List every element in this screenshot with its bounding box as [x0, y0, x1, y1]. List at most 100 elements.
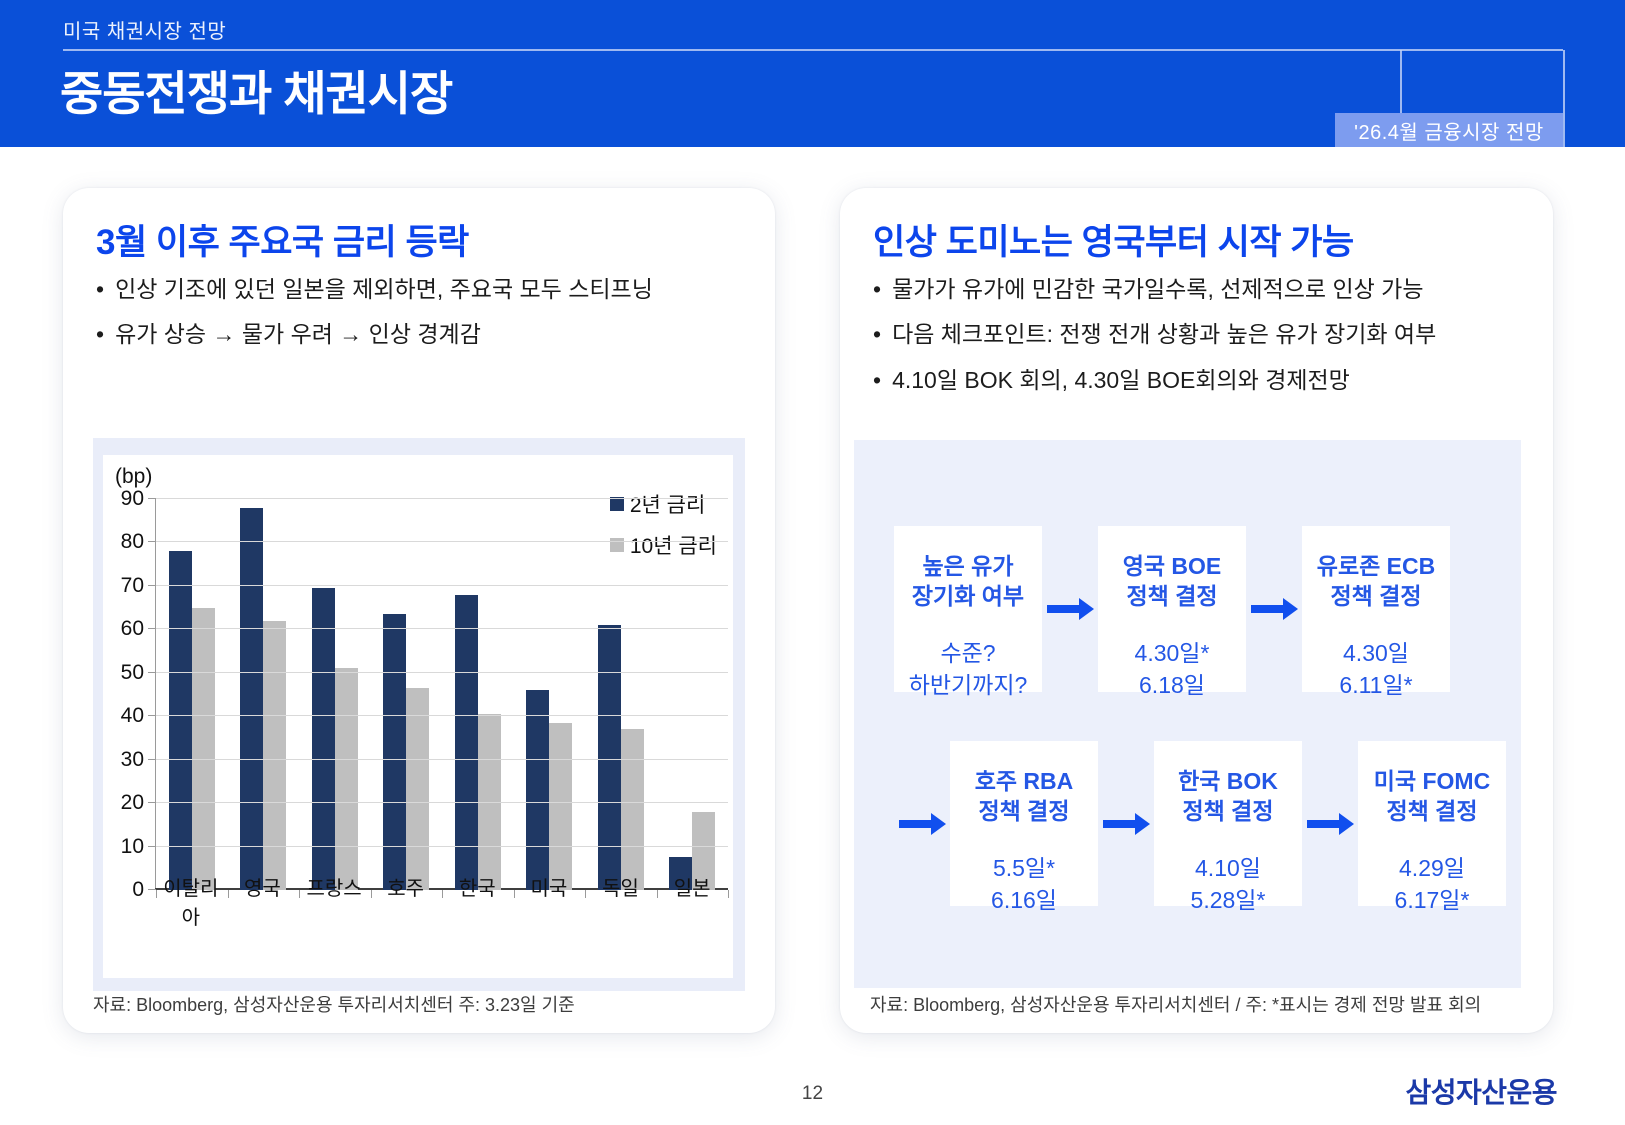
arrow-right-icon — [1306, 812, 1354, 835]
header-badge: '26.4월 금융시장 전망 — [1335, 113, 1563, 147]
y-tick-mark — [148, 889, 156, 890]
flow-box-title-line: 장기화 여부 — [911, 583, 1025, 610]
chart-bar — [311, 588, 335, 890]
y-tick-label: 90 — [120, 487, 144, 510]
bar-group — [299, 499, 371, 890]
gridline — [156, 758, 728, 760]
legend-label: 2년 금리 — [629, 494, 706, 517]
flow-box-title: 미국 FOMC 정책 결정 — [1374, 766, 1490, 827]
flow-box-dates: 4.29일 6.17일* — [1395, 852, 1470, 917]
y-tick-label: 10 — [120, 834, 144, 858]
flow-box: 영국 BOE 정책 결정 4.30일* 6.18일 — [1098, 526, 1246, 698]
bullet-text: 4.10일 BOK 회의, 4.30일 BOE회의와 경제전망 — [892, 366, 1350, 393]
flow-box-date-line: 5.28일* — [1190, 887, 1266, 914]
y-tick-mark — [148, 802, 156, 804]
chart-bar — [597, 625, 621, 890]
flow-box-title-line: 한국 BOK — [1178, 768, 1278, 794]
right-panel-title: 인상 도미노는 영국부터 시작 가능 — [873, 223, 1354, 262]
chart-bar — [620, 729, 644, 890]
flow-box-dates: 4.30일* 6.18일 — [1135, 637, 1210, 702]
flow-box-dates: 수준? 하반기까지? — [909, 637, 1028, 702]
y-tick-mark — [148, 541, 156, 543]
flow-box-title-line: 정책 결정 — [1182, 798, 1274, 825]
flow-box-date-line: 5.5일* — [992, 854, 1056, 881]
x-tick-mark — [227, 890, 229, 898]
bar-group — [156, 499, 228, 890]
legend-swatch — [609, 497, 624, 511]
flow-box: 미국 FOMC 정책 결정 4.29일 6.17일* — [1358, 741, 1506, 913]
x-tick-mark — [656, 890, 658, 898]
flow-box-date-line: 하반기까지? — [908, 672, 1028, 699]
chart-legend: 2년 금리 10년 금리 — [609, 489, 717, 571]
gridline — [156, 845, 728, 847]
y-tick-label: 20 — [120, 791, 144, 815]
flow-arrow-icon — [894, 812, 950, 835]
flow-box-title-line: 호주 RBA — [974, 768, 1074, 794]
x-category-label: 한국 — [458, 878, 496, 900]
chart-bar — [168, 551, 192, 890]
x-tick-mark — [442, 890, 443, 898]
chart-bar — [240, 507, 264, 890]
left-panel-bullets: • 인상 기조에 있던 일본을 제외하면, 주요국 모두 스티프닝 • 유가 상승 →… — [96, 276, 755, 367]
gridline — [156, 584, 728, 586]
bar-group — [228, 499, 300, 890]
flow-arrow-icon — [1042, 598, 1098, 620]
flow-row-2: 호주 RBA 정책 결정 5.5일* 6.16일 한국 BOK 정책 결정 4.10일 5.2… — [894, 741, 1506, 913]
flow-row-1: 높은 유가 장기화 여부 수준? 하반기까지? 영국 BOE 정책 결정 4.30일* 6.1… — [894, 526, 1450, 698]
gridline — [156, 541, 728, 543]
company-logo: 삼성자산운용 — [1405, 1077, 1557, 1108]
flow-box: 한국 BOK 정책 결정 4.10일 5.28일* — [1154, 741, 1302, 913]
arrow-right-icon — [1102, 812, 1150, 835]
flow-box-title-line: 미국 FOMC — [1373, 768, 1491, 794]
x-category-label: 프랑스 — [306, 878, 362, 900]
bullet-dot: • — [96, 276, 105, 302]
flow-box-date-line: 6.18일 — [1139, 672, 1205, 699]
chart-bar — [263, 620, 287, 890]
left-panel-source: 자료: Bloomberg, 삼성자산운용 투자리서치센터 주: 3.23일 기… — [93, 995, 575, 1015]
bullet-item: • 물가가 유가에 민감한 국가일수록, 선제적으로 인상 가능 — [873, 276, 1533, 302]
flow-box-title: 영국 BOE 정책 결정 — [1123, 551, 1222, 612]
y-tick-label: 70 — [120, 573, 144, 597]
bar-group — [657, 499, 729, 890]
flow-box-title-line: 정책 결정 — [1330, 583, 1422, 610]
chart-x-labels: 이탈리아 영국 프랑스 호주 한국 미국 독일 일본 — [155, 872, 728, 930]
bullet-dot: • — [873, 276, 882, 302]
bullet-item: • 유가 상승 → 물가 우려 → 인상 경계감 — [96, 321, 755, 347]
flow-arrow-icon — [1302, 812, 1358, 835]
bullet-text: 유가 상승 → 물가 우려 → 인상 경계감 — [115, 321, 481, 348]
chart-bar — [454, 594, 478, 890]
bar-group — [371, 499, 443, 890]
page-number: 12 — [801, 1083, 824, 1104]
chart-bar — [692, 811, 716, 890]
x-tick-mark — [728, 890, 729, 898]
flow-box-date-line: 6.11일* — [1339, 672, 1413, 699]
page-title: 중동전쟁과 채권시장 — [60, 67, 453, 120]
y-tick-mark — [148, 628, 156, 630]
arrow-right-icon — [1250, 598, 1298, 620]
flow-box-title-line: 정책 결정 — [1386, 798, 1478, 825]
y-tick-label: 60 — [120, 617, 144, 641]
x-category-label: 호주 — [387, 878, 425, 900]
bullet-dot: • — [96, 321, 105, 348]
y-tick-mark — [148, 715, 156, 717]
chart-unit-label: (bp) — [115, 465, 153, 488]
chart-bar — [549, 722, 573, 890]
flow-box-title: 한국 BOK 정책 결정 — [1178, 766, 1278, 827]
y-tick-label: 40 — [120, 704, 144, 728]
flow-box-title: 높은 유가 장기화 여부 — [912, 551, 1024, 612]
flow-box-title: 호주 RBA 정책 결정 — [975, 766, 1074, 827]
flow-arrow-icon — [1246, 598, 1302, 620]
right-panel-source: 자료: Bloomberg, 삼성자산운용 투자리서치센터 / 주: *표시는 … — [870, 995, 1482, 1015]
y-tick-label: 0 — [132, 878, 144, 901]
chart-plot-area: (bp) 2년 금리 10년 금리 0 10 20 30 40 50 60 70 80 90 이탈리… — [103, 455, 733, 978]
chart-grid: 0 10 20 30 40 50 60 70 80 90 — [121, 487, 729, 901]
header-kicker: 미국 채권시장 전망 — [63, 21, 227, 43]
flow-box-dates: 5.5일* 6.16일 — [991, 852, 1057, 917]
flow-box-date-line: 4.10일 — [1195, 854, 1261, 881]
flow-box-date-line: 4.29일 — [1399, 854, 1465, 881]
flow-arrow-icon — [1098, 812, 1154, 835]
x-tick-mark — [513, 890, 515, 898]
header-divider — [63, 49, 1563, 51]
gridline — [156, 498, 728, 499]
policy-flow-diagram: 높은 유가 장기화 여부 수준? 하반기까지? 영국 BOE 정책 결정 4.30일* 6.1… — [854, 440, 1521, 988]
